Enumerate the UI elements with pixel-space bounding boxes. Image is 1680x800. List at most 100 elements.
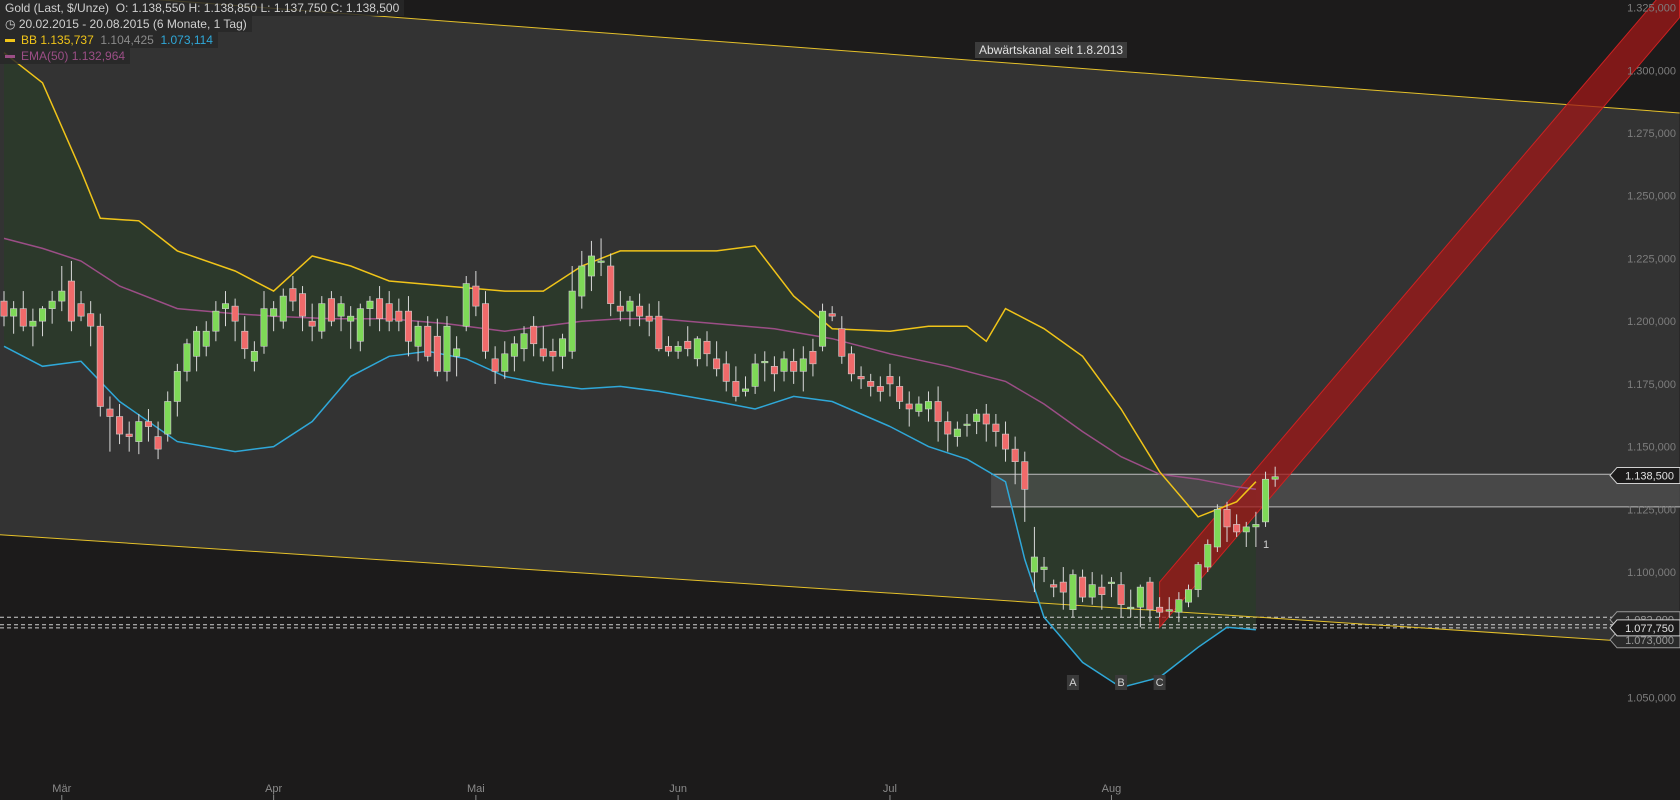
candle-body — [212, 310, 220, 332]
candle-102 — [982, 403, 990, 442]
candle-body — [896, 386, 904, 402]
candle-body — [761, 361, 769, 364]
candle-92 — [886, 363, 894, 397]
candle-body — [1127, 606, 1135, 609]
candle-63 — [607, 253, 615, 317]
candle-40 — [385, 291, 393, 332]
candle-body — [202, 330, 210, 347]
candle-body — [1098, 586, 1106, 595]
x-tick-label: Jun — [669, 783, 687, 795]
candle-125 — [1204, 539, 1212, 573]
candle-44 — [424, 316, 432, 362]
candle-33 — [318, 296, 326, 339]
candle-body — [260, 308, 268, 347]
candle-body — [347, 315, 355, 322]
candle-129 — [1242, 521, 1250, 547]
candle-16 — [154, 421, 162, 460]
candle-18 — [173, 363, 181, 417]
candle-66 — [636, 293, 644, 327]
candle-body — [751, 363, 759, 387]
candle-body — [318, 303, 326, 332]
candle-body — [1262, 478, 1270, 523]
candle-body — [1050, 584, 1058, 588]
ema-label: EMA(50) — [21, 49, 69, 63]
marker-label-B: B — [1117, 677, 1124, 689]
candle-80 — [770, 356, 778, 392]
candle-117 — [1127, 589, 1135, 618]
y-tick-label: 1.050,000 — [1627, 693, 1676, 705]
candle-30 — [289, 276, 297, 312]
candle-body — [414, 325, 422, 347]
candle-body — [491, 358, 499, 372]
candle-2 — [19, 291, 27, 332]
legend-bb-row: BB 1.135,737 1.104,425 1.073,114 — [0, 32, 218, 48]
candle-body — [944, 421, 952, 435]
y-tick-label: 1.250,000 — [1627, 191, 1676, 203]
candle-body — [915, 403, 923, 412]
candle-9 — [87, 301, 95, 347]
candle-body — [424, 325, 432, 357]
candle-body — [279, 295, 287, 322]
candle-body — [0, 300, 8, 317]
candle-body — [1107, 581, 1115, 584]
candle-body — [1136, 586, 1144, 608]
candle-body — [587, 255, 595, 277]
candle-body — [838, 328, 846, 357]
candle-91 — [876, 376, 884, 402]
candle-body — [96, 325, 104, 407]
marker-label-C: C — [1156, 677, 1164, 689]
bb-upper-line — [3, 52, 1257, 518]
symbol-name: Gold (Last, $/Unze) — [5, 1, 110, 15]
candle-body — [453, 348, 461, 357]
candle-body — [982, 413, 990, 425]
candle-body — [231, 305, 239, 322]
candle-27 — [260, 291, 268, 354]
candle-68 — [655, 301, 663, 352]
bb-upper-value: 1.135,737 — [40, 33, 94, 47]
candle-body — [356, 308, 364, 342]
candle-body — [116, 416, 124, 435]
candle-body — [395, 310, 403, 322]
candle-96 — [924, 391, 932, 422]
candle-body — [289, 288, 297, 302]
bb-swatch-icon — [5, 39, 15, 43]
price-tag-shape — [1609, 466, 1680, 484]
candle-body — [299, 293, 307, 317]
candle-32 — [308, 303, 316, 342]
candle-37 — [356, 303, 364, 352]
ohlc-values: O: 1.138,550 H: 1.138,850 L: 1.137,750 C… — [115, 1, 400, 15]
candle-body — [1184, 589, 1192, 603]
y-tick-label: 1.275,000 — [1627, 128, 1676, 140]
candle-body — [48, 300, 56, 309]
candle-54 — [520, 326, 528, 362]
candle-114 — [1098, 574, 1106, 610]
candle-body — [703, 340, 711, 355]
candle-body — [857, 376, 865, 380]
candle-119 — [1146, 577, 1154, 623]
candle-body — [539, 348, 547, 357]
candle-126 — [1213, 504, 1221, 552]
candle-56 — [539, 326, 547, 362]
candle-body — [183, 343, 191, 372]
candle-47 — [453, 336, 461, 377]
candle-69 — [664, 336, 672, 357]
candle-body — [510, 343, 518, 357]
candle-body — [501, 353, 509, 372]
candle-body — [693, 338, 701, 360]
price-tag-label: 1.138,500 — [1625, 470, 1674, 482]
y-tick-label: 1.325,000 — [1627, 3, 1676, 15]
candle-115 — [1107, 577, 1115, 598]
candle-112 — [1079, 569, 1087, 603]
candle-body — [828, 313, 836, 317]
candle-60 — [578, 250, 586, 309]
bb-mid-value: 1.104,425 — [100, 33, 154, 47]
candle-23 — [221, 291, 229, 327]
marker-label-A: A — [1069, 677, 1077, 689]
candle-body — [87, 313, 95, 327]
candle-body — [780, 358, 788, 372]
candle-body — [1271, 476, 1279, 480]
candle-62 — [597, 238, 605, 277]
candle-131 — [1262, 471, 1270, 527]
